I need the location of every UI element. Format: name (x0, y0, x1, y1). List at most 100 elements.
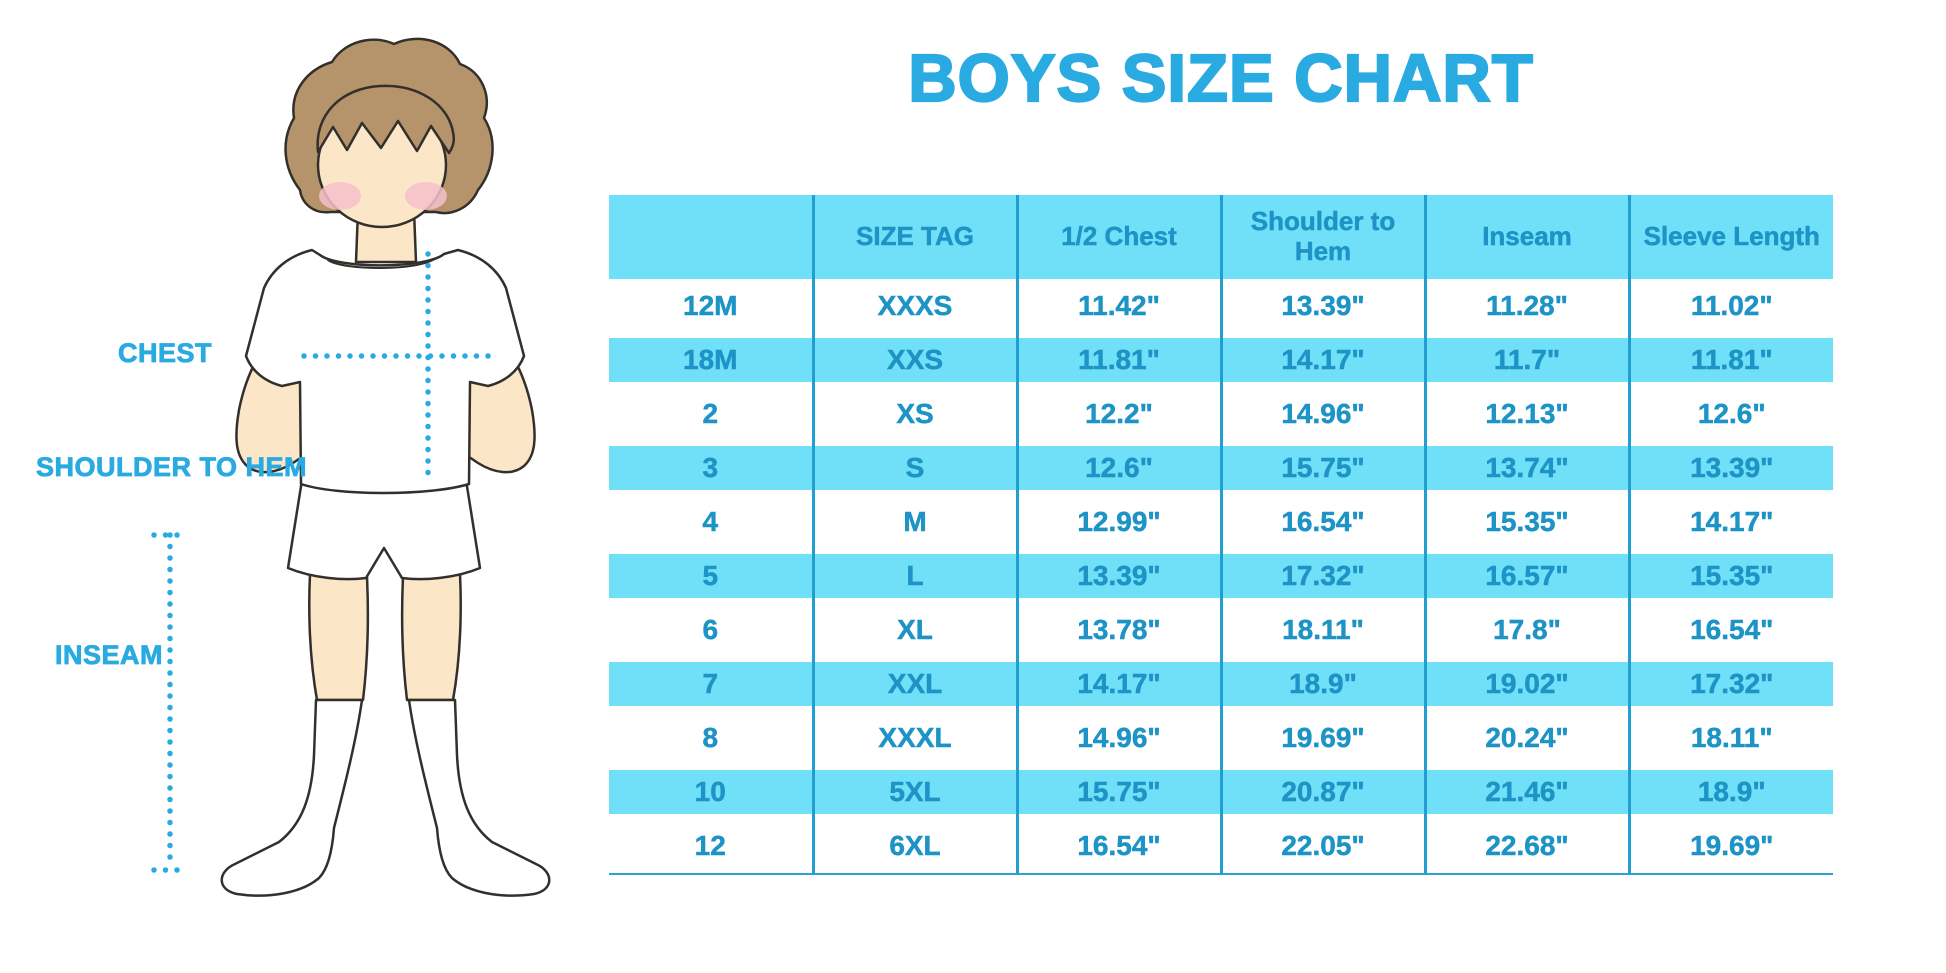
shoulder-to-hem-cell: 15.75" (1219, 441, 1425, 495)
table-row: 12M XXXS 11.42" 13.39" 11.28" 11.02" (609, 279, 1833, 333)
half-chest-cell: 14.17" (1015, 657, 1221, 711)
sleeve-length-cell: 11.02" (1627, 279, 1833, 333)
column-header-inseam: Inseam (1423, 195, 1629, 279)
tag-cell: XL (811, 603, 1017, 657)
shoulder-to-hem-cell: 20.87" (1219, 765, 1425, 819)
column-header-shoulder-to-hem: Shoulder to Hem (1219, 195, 1425, 279)
inseam-cell: 11.7" (1423, 333, 1629, 387)
boy-right-cheek (405, 182, 447, 210)
size-cell: 5 (609, 549, 813, 603)
tag-cell: XS (811, 387, 1017, 441)
column-header-sleeve-length: Sleeve Length (1627, 195, 1833, 279)
boy-hair-fringe (316, 84, 456, 155)
inseam-label: INSEAM (55, 640, 164, 671)
table-row: 18M XXS 11.81" 14.17" 11.7" 11.81" (609, 333, 1833, 387)
inseam-cell: 12.13" (1423, 387, 1629, 441)
sleeve-length-cell: 17.32" (1627, 657, 1833, 711)
table-row: 4 M 12.99" 16.54" 15.35" 14.17" (609, 495, 1833, 549)
tag-cell: S (811, 441, 1017, 495)
page-title: BOYS SIZE CHART (907, 40, 1534, 117)
shoulder-to-hem-cell: 18.11" (1219, 603, 1425, 657)
size-table-header: SIZE TAG 1/2 Chest Shoulder to Hem Insea… (609, 195, 1833, 279)
sleeve-length-cell: 19.69" (1627, 819, 1833, 874)
column-header-size-tag: SIZE TAG (811, 195, 1017, 279)
header-row: SIZE TAG 1/2 Chest Shoulder to Hem Insea… (609, 195, 1833, 279)
shoulder-to-hem-cell: 16.54" (1219, 495, 1425, 549)
sleeve-length-cell: 12.6" (1627, 387, 1833, 441)
half-chest-cell: 12.6" (1015, 441, 1221, 495)
sleeve-length-cell: 16.54" (1627, 603, 1833, 657)
table-row: 6 XL 13.78" 18.11" 17.8" 16.54" (609, 603, 1833, 657)
size-cell: 2 (702, 398, 719, 430)
column-header-half-chest: 1/2 Chest (1015, 195, 1221, 279)
boy-measurement-illustration (151, 37, 551, 897)
shoulder-to-hem-cell: 19.69" (1219, 711, 1425, 765)
sleeve-length-cell: 15.35" (1627, 549, 1833, 603)
half-chest-cell: 15.75" (1015, 765, 1221, 819)
tag-cell: M (811, 495, 1017, 549)
size-cell: 3 (609, 441, 813, 495)
tag-cell: L (811, 549, 1017, 603)
boy-collar-line (327, 257, 437, 269)
tag-cell: XXS (811, 333, 1017, 387)
table-row: 2 XS 12.2" 14.96" 12.13" 12.6" (609, 387, 1833, 441)
boy-left-sock (220, 698, 364, 897)
inseam-cell: 11.28" (1423, 279, 1629, 333)
sleeve-length-cell: 18.9" (1627, 765, 1833, 819)
half-chest-cell: 11.42" (1015, 279, 1221, 333)
table-row: 5 L 13.39" 17.32" 16.57" 15.35" (609, 549, 1833, 603)
sleeve-length-cell: 11.81" (1627, 333, 1833, 387)
size-cell: 6 (702, 614, 719, 646)
inseam-cell: 21.46" (1423, 765, 1629, 819)
table-row: 8 XXXL 14.96" 19.69" 20.24" 18.11" (609, 711, 1833, 765)
inseam-cell: 16.57" (1423, 549, 1629, 603)
size-cell: 18M (609, 333, 813, 387)
sleeve-length-cell: 18.11" (1627, 711, 1833, 765)
half-chest-cell: 13.78" (1015, 603, 1221, 657)
inseam-cell: 13.74" (1423, 441, 1629, 495)
size-cell: 4 (702, 506, 719, 538)
boy-shirt (244, 248, 526, 495)
half-chest-cell: 11.81" (1015, 333, 1221, 387)
tag-cell: XXXL (811, 711, 1017, 765)
boy-right-sock (407, 698, 551, 897)
shoulder-to-hem-cell: 18.9" (1219, 657, 1425, 711)
table-row: 7 XXL 14.17" 18.9" 19.02" 17.32" (609, 657, 1833, 711)
shoulder-to-hem-cell: 13.39" (1219, 279, 1425, 333)
inseam-cell: 15.35" (1423, 495, 1629, 549)
size-table-body: 12M XXXS 11.42" 13.39" 11.28" 11.02" 18M… (609, 279, 1833, 874)
half-chest-cell: 13.39" (1015, 549, 1221, 603)
size-table: SIZE TAG 1/2 Chest Shoulder to Hem Insea… (609, 195, 1833, 875)
column-header-blank (609, 195, 813, 279)
shoulder-to-hem-cell: 14.96" (1219, 387, 1425, 441)
shoulder-to-hem-cell: 22.05" (1219, 819, 1425, 874)
inseam-cell: 19.02" (1423, 657, 1629, 711)
size-cell: 12M (683, 290, 738, 322)
shoulder-to-hem-cell: 14.17" (1219, 333, 1425, 387)
tag-cell: 5XL (811, 765, 1017, 819)
half-chest-cell: 12.99" (1015, 495, 1221, 549)
measurement-lines (151, 251, 501, 873)
size-cell: 10 (609, 765, 813, 819)
tag-cell: XXXS (811, 279, 1017, 333)
half-chest-cell: 14.96" (1015, 711, 1221, 765)
boy-shorts (286, 478, 482, 581)
boy-figure (220, 37, 551, 897)
tag-cell: XXL (811, 657, 1017, 711)
size-cell: 8 (702, 722, 719, 754)
half-chest-cell: 16.54" (1015, 819, 1221, 874)
inseam-cell: 20.24" (1423, 711, 1629, 765)
sleeve-length-cell: 14.17" (1627, 495, 1833, 549)
size-cell: 12 (694, 830, 726, 862)
shoulder-to-hem-cell: 17.32" (1219, 549, 1425, 603)
table-row: 3 S 12.6" 15.75" 13.74" 13.39" (609, 441, 1833, 495)
size-cell: 7 (609, 657, 813, 711)
table-row: 10 5XL 15.75" 20.87" 21.46" 18.9" (609, 765, 1833, 819)
shoulder-to-hem-label: SHOULDER TO HEM (36, 452, 308, 483)
inseam-cell: 17.8" (1423, 603, 1629, 657)
sleeve-length-cell: 13.39" (1627, 441, 1833, 495)
chest-label: CHEST (118, 338, 213, 369)
tag-cell: 6XL (811, 819, 1017, 874)
half-chest-cell: 12.2" (1015, 387, 1221, 441)
